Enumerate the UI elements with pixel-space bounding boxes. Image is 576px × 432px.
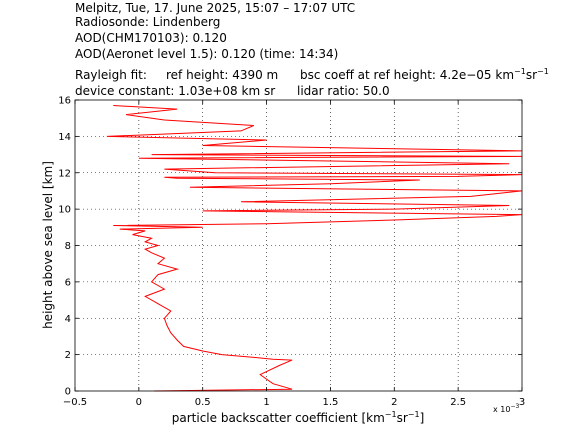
y-tick-label: 0 [65, 387, 71, 398]
y-tick-label: 4 [65, 314, 71, 325]
header-device-constant: device constant: 1.03e+08 km sr [75, 84, 275, 98]
x-tick-label: 1 [263, 397, 269, 408]
y-axis-label: height above sea level [km] [41, 161, 55, 329]
x-tick-label: 2 [391, 397, 397, 408]
x-axis-multiplier: x 10−3 [493, 403, 519, 414]
y-tick-label: 8 [65, 241, 71, 252]
header-bsc-coeff: bsc coeff at ref height: 4.2e−05 km−1sr−… [300, 67, 549, 82]
x-tick-label: 1.5 [322, 397, 338, 408]
header-aod-aeronet: AOD(Aeronet level 1.5): 0.120 (time: 14:… [75, 47, 338, 61]
x-tick-label: 0 [136, 397, 142, 408]
header-aod-chm: AOD(CHM170103): 0.120 [75, 31, 227, 45]
plot-area [75, 100, 522, 391]
y-tick-label: 16 [58, 96, 71, 107]
y-tick-label: 6 [65, 277, 71, 288]
header-lidar-ratio: lidar ratio: 50.0 [297, 84, 390, 98]
header-rayleigh-label: Rayleigh fit: [75, 68, 147, 82]
x-tick-label: −0.5 [63, 397, 87, 408]
x-tick-label: 0.5 [195, 397, 211, 408]
grid-lines [75, 100, 522, 391]
x-axis-label: particle backscatter coefficient [km−1sr… [172, 410, 425, 425]
y-tick-label: 10 [58, 205, 71, 216]
y-tick-label: 12 [58, 168, 71, 179]
header-radiosonde: Radiosonde: Lindenberg [75, 15, 220, 29]
x-tick-label: 2.5 [450, 397, 466, 408]
header-title: Melpitz, Tue, 17. June 2025, 15:07 – 17:… [75, 1, 355, 15]
y-tick-label: 2 [65, 350, 71, 361]
x-tick-label: 3 [519, 397, 525, 408]
header-ref-height: ref height: 4390 m [166, 68, 278, 82]
y-tick-label: 14 [58, 132, 71, 143]
